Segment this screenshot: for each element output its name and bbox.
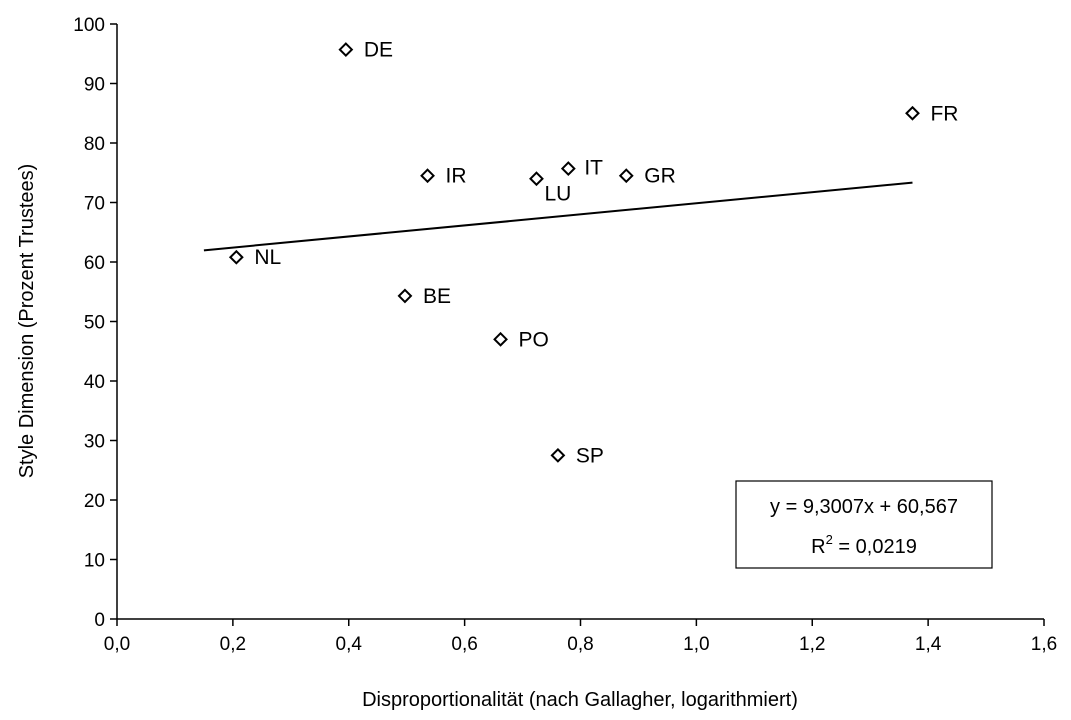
point-label-be: BE bbox=[423, 285, 451, 308]
data-points: DE FR IR LU IT GR NL BE PO SP bbox=[228, 39, 958, 467]
x-axis-title: Disproportionalität (nach Gallagher, log… bbox=[362, 689, 798, 711]
y-tick-label: 10 bbox=[84, 551, 105, 572]
data-point-gr bbox=[618, 168, 634, 184]
data-point-po bbox=[493, 331, 508, 347]
data-point-it bbox=[560, 161, 576, 176]
y-tick-label: 60 bbox=[84, 253, 105, 274]
point-label-po: PO bbox=[519, 328, 549, 351]
trendline-group bbox=[203, 181, 913, 252]
point-label-gr: GR bbox=[644, 165, 676, 188]
data-point-nl bbox=[228, 249, 244, 265]
y-tick-label: 40 bbox=[84, 372, 105, 393]
trendline-equation: y = 9,3007x + 60,567 bbox=[770, 496, 958, 518]
data-point-fr bbox=[905, 105, 920, 121]
r-squared: R2 = 0,0219 bbox=[811, 532, 917, 558]
y-tick-label: 20 bbox=[84, 491, 105, 512]
y-tick-label: 30 bbox=[84, 432, 105, 453]
data-point-ir bbox=[420, 168, 435, 184]
point-label-de: DE bbox=[364, 39, 393, 62]
y-tick-label: 80 bbox=[84, 134, 105, 155]
x-ticks: 0,0 0,2 0,4 0,6 0,8 1,0 1,2 1,4 1,6 bbox=[104, 619, 1057, 655]
point-label-ir: IR bbox=[446, 165, 467, 188]
x-tick-label: 1,4 bbox=[915, 634, 942, 655]
point-label-lu: LU bbox=[544, 183, 571, 206]
trendline bbox=[203, 181, 913, 252]
x-tick-label: 0,4 bbox=[336, 634, 363, 655]
y-tick-label: 100 bbox=[73, 15, 105, 36]
x-tick-label: 1,6 bbox=[1031, 634, 1057, 655]
point-label-it: IT bbox=[584, 157, 603, 180]
equation-box-frame bbox=[735, 480, 993, 569]
x-tick-label: 0,8 bbox=[567, 634, 593, 655]
x-tick-label: 0,2 bbox=[220, 634, 246, 655]
x-tick-label: 0,6 bbox=[451, 634, 477, 655]
x-tick-label: 1,2 bbox=[799, 634, 825, 655]
y-tick-label: 90 bbox=[84, 75, 105, 96]
data-point-de bbox=[338, 42, 354, 57]
data-point-be bbox=[397, 288, 413, 304]
data-point-sp bbox=[550, 447, 566, 463]
x-tick-label: 0,0 bbox=[104, 634, 130, 655]
r-squared-value: = 0,0219 bbox=[833, 536, 917, 558]
equation-box: y = 9,3007x + 60,567 R2 = 0,0219 bbox=[735, 480, 993, 569]
point-label-fr: FR bbox=[930, 102, 958, 125]
y-tick-label: 50 bbox=[84, 313, 105, 334]
r-squared-exponent: 2 bbox=[826, 532, 833, 547]
data-point-lu bbox=[529, 171, 544, 187]
y-tick-label: 70 bbox=[84, 194, 105, 215]
r-squared-symbol: R bbox=[811, 536, 825, 558]
y-axis-title: Style Dimension (Prozent Trustees) bbox=[16, 164, 38, 479]
x-tick-label: 1,0 bbox=[683, 634, 709, 655]
y-tick-label: 0 bbox=[94, 610, 105, 631]
y-ticks: 0 10 20 30 40 50 60 70 80 90 100 bbox=[73, 15, 117, 631]
point-label-nl: NL bbox=[254, 246, 281, 269]
point-label-sp: SP bbox=[576, 444, 604, 467]
